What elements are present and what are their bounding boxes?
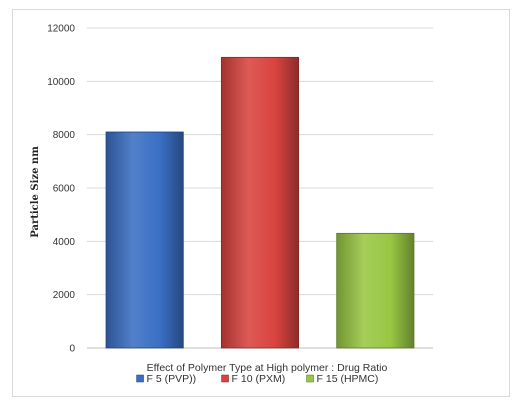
chart-frame: 0 2000 4000 6000 8000 10000 12000 Particle Siz… xyxy=(12,9,510,397)
y-tick-label: 10000 xyxy=(47,77,75,88)
y-tick-label: 8000 xyxy=(53,130,76,141)
y-axis-label: Particle Size nm xyxy=(30,146,41,238)
legend: F 5 (PVP)) F 10 (PXM) F 15 (HPMC) xyxy=(136,373,379,385)
bars xyxy=(105,56,415,349)
y-tick-label: 2000 xyxy=(53,290,76,301)
legend-label: F 15 (HPMC) xyxy=(317,373,379,385)
y-tick-labels: 0 2000 4000 6000 8000 10000 12000 xyxy=(47,24,75,355)
x-axis-label: Effect of Polymer Type at High polymer :… xyxy=(147,362,388,374)
bar-chart: 0 2000 4000 6000 8000 10000 12000 Particle Siz… xyxy=(30,24,433,385)
bar-f-5-pvp xyxy=(105,131,184,349)
y-tick-label: 0 xyxy=(69,344,75,355)
legend-label: F 10 (PXM) xyxy=(232,373,286,385)
legend-swatch xyxy=(306,374,314,383)
bar-f-10-pxm xyxy=(220,56,300,349)
y-tick-label: 6000 xyxy=(53,184,76,195)
legend-swatch xyxy=(221,374,229,383)
bar-f-15-hpmc xyxy=(336,232,415,349)
legend-swatch xyxy=(136,374,144,383)
y-tick-label: 4000 xyxy=(53,237,76,248)
y-tick-label: 12000 xyxy=(47,24,75,35)
legend-label: F 5 (PVP)) xyxy=(147,373,197,385)
